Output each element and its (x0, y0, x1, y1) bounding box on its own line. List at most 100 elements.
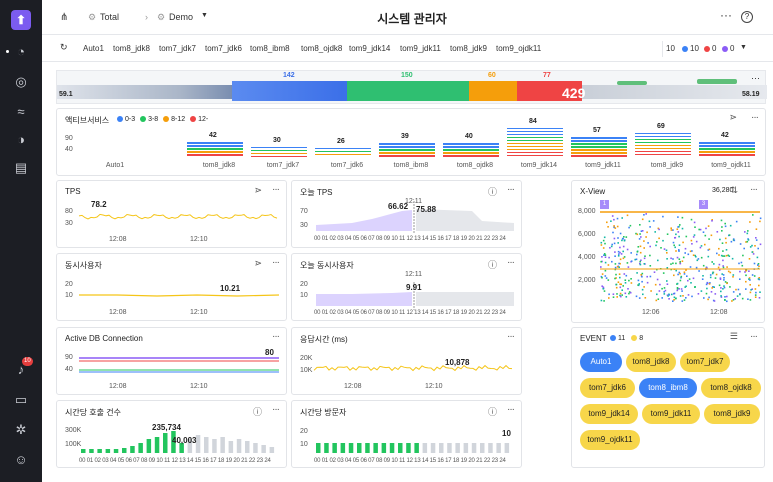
report-icon[interactable]: ▤ (14, 160, 28, 175)
xview-point (718, 269, 721, 271)
hourly-calls-more-icon[interactable]: ··· (272, 404, 280, 415)
agent-tab-7[interactable]: tom9_jdk11 (400, 44, 441, 53)
concurrent-share-icon[interactable]: ⋗ (254, 258, 262, 268)
hourly-visitors-more-icon[interactable]: ··· (507, 404, 515, 415)
flow-icon[interactable]: ≈ (17, 104, 25, 119)
xview-point (661, 297, 663, 299)
active-service-bar[interactable] (251, 146, 307, 157)
xview-marker-3[interactable]: 3 (699, 200, 708, 209)
active-service-bar[interactable] (187, 142, 243, 157)
active-service-bar[interactable] (315, 147, 371, 157)
event-pill-6[interactable]: tom9_jdk14 (580, 404, 638, 424)
dropdown-icon[interactable]: ▼ (201, 12, 208, 19)
pie-icon[interactable]: ◑ (17, 132, 25, 147)
agent-tab-2[interactable]: tom7_jdk7 (159, 44, 196, 53)
xview-point (623, 256, 626, 258)
chevron-right-icon: › (145, 12, 148, 22)
agent-tab-9[interactable]: tom9_ojdk11 (496, 44, 542, 53)
xview-point (706, 287, 708, 290)
event-pill-0[interactable]: Auto1 (580, 352, 622, 372)
event-pill-5[interactable]: tom8_ojdk8 (701, 378, 761, 398)
list-icon[interactable]: ☰ (729, 331, 738, 341)
xview-point (757, 247, 759, 250)
xview-point (608, 256, 610, 259)
bell-icon[interactable]: ♪ (17, 362, 25, 377)
hourly-bar (195, 435, 201, 453)
tps-more-icon[interactable]: ··· (272, 184, 280, 195)
event-pill-1[interactable]: tom8_jdk8 (626, 352, 676, 372)
breadcrumb-child[interactable]: Demo (169, 12, 194, 22)
response-more-icon[interactable]: ··· (507, 331, 515, 342)
agent-tab-8[interactable]: tom8_jdk9 (450, 44, 487, 53)
xview-point (677, 216, 679, 218)
concurrent-more-icon[interactable]: ··· (272, 257, 280, 268)
tps-share-icon[interactable]: ⋗ (254, 185, 262, 195)
hourly-calls-value-1: 235,734 (152, 423, 181, 432)
active-service-more-icon[interactable]: ··· (751, 112, 759, 123)
today-concurrent-more-icon[interactable]: ··· (507, 257, 515, 268)
agent-tab-3[interactable]: tom7_jdk6 (205, 44, 242, 53)
hourly-bar (488, 443, 493, 453)
dashboard-icon[interactable]: ◔ (17, 44, 25, 59)
event-pill-9[interactable]: tom9_ojdk11 (580, 430, 640, 450)
event-pill-8[interactable]: tom8_jdk9 (704, 404, 760, 424)
xview-marker-1[interactable]: 1 (600, 200, 609, 209)
more-icon[interactable]: ··· (720, 8, 732, 22)
xview-point (721, 230, 723, 232)
agent-tab-5[interactable]: tom8_ojdk8 (301, 44, 343, 53)
info-icon-2[interactable]: ⓘ (487, 260, 497, 270)
info-icon-3[interactable]: ⓘ (252, 407, 262, 417)
active-db-more-icon[interactable]: ··· (272, 331, 280, 342)
event-pill-3[interactable]: tom7_jdk6 (580, 378, 635, 398)
event-pill-4[interactable]: tom8_ibm8 (639, 378, 697, 398)
active-service-bar[interactable] (507, 127, 563, 157)
xview-point (656, 278, 659, 281)
xview-point (683, 271, 686, 273)
gear-icon[interactable]: ✲ (15, 422, 27, 437)
filter-icon[interactable]: ⇅ (730, 185, 738, 195)
hourly-visitors-chart (316, 443, 510, 453)
xview-point (751, 274, 754, 276)
xview-point (615, 286, 618, 289)
info-icon[interactable]: ⓘ (487, 187, 497, 197)
xview-point (674, 236, 677, 239)
analysis-icon[interactable]: ◎ (15, 74, 27, 89)
today-tps-xticks: 00 01 02 03 04 05 06 07 08 09 10 11 12 1… (314, 236, 506, 242)
xview-point (711, 272, 714, 275)
xview-point (656, 293, 658, 296)
agent-tab-6[interactable]: tom9_jdk14 (349, 44, 391, 53)
xview-point (655, 299, 658, 302)
hourly-bar (81, 449, 86, 453)
user-icon[interactable]: ☺ (14, 452, 28, 467)
agent-tab-1[interactable]: tom8_jdk8 (113, 44, 150, 53)
active-service-bar[interactable] (635, 132, 691, 157)
hierarchy-icon[interactable]: ⋔ (60, 12, 69, 23)
active-indicator (6, 50, 9, 53)
flow-more-icon[interactable]: ··· (751, 73, 760, 83)
xview-point (602, 288, 605, 290)
response-title: 응답시간 (ms) (300, 335, 348, 344)
active-service-bar[interactable] (571, 137, 627, 157)
agent-tab-4[interactable]: tom8_ibm8 (250, 44, 290, 53)
active-service-bar[interactable] (699, 142, 755, 157)
xview-point (615, 273, 617, 276)
logo-icon[interactable]: ⬆ (11, 10, 31, 30)
xview-point (639, 245, 642, 248)
info-icon-4[interactable]: ⓘ (487, 407, 497, 417)
active-service-bar[interactable] (443, 143, 499, 157)
event-pill-2[interactable]: tom7_jdk7 (680, 352, 730, 372)
xview-more-icon[interactable]: ··· (750, 184, 758, 195)
xview-point (672, 300, 674, 302)
refresh-icon[interactable]: ↻ (60, 42, 68, 52)
event-more-icon[interactable]: ··· (750, 331, 758, 342)
active-service-bar[interactable] (379, 143, 435, 157)
share-icon[interactable]: ⋗ (729, 112, 737, 122)
today-tps-more-icon[interactable]: ··· (507, 184, 515, 195)
agent-dropdown-icon[interactable]: ▼ (740, 44, 747, 51)
chat-icon[interactable]: ▭ (14, 392, 28, 407)
help-icon[interactable]: ? (741, 11, 753, 23)
event-pill-7[interactable]: tom9_jdk11 (642, 404, 700, 424)
xview-point (610, 245, 613, 248)
agent-tab-0[interactable]: Auto1 (83, 44, 104, 53)
breadcrumb-root[interactable]: Total (100, 12, 120, 22)
